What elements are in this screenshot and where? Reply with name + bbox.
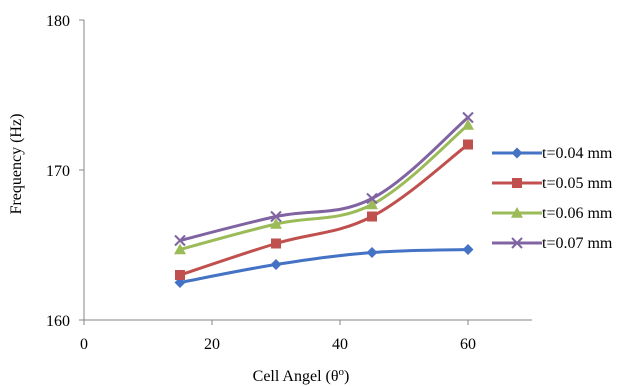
series-3 bbox=[174, 119, 474, 255]
legend-label: t=0.04 mm bbox=[542, 145, 613, 162]
data-point bbox=[270, 259, 282, 270]
series-1 bbox=[174, 244, 474, 288]
y-tick-label: 180 bbox=[46, 13, 70, 30]
legend-label: t=0.06 mm bbox=[542, 205, 613, 222]
axes bbox=[83, 20, 532, 321]
data-point bbox=[270, 218, 282, 229]
data-point bbox=[174, 234, 186, 247]
series-line bbox=[178, 123, 470, 251]
legend-item: t=0.07 mm bbox=[492, 235, 613, 252]
legend-label: t=0.07 mm bbox=[542, 235, 613, 252]
series-line bbox=[178, 143, 470, 277]
legend-marker bbox=[511, 237, 523, 249]
legend-marker bbox=[512, 178, 522, 188]
x-tick-label: 40 bbox=[332, 336, 348, 353]
legend: t=0.04 mm t=0.05 mm t=0.06 mm t=0.07 mm bbox=[492, 145, 613, 252]
series-line bbox=[178, 248, 470, 284]
series-2 bbox=[175, 139, 473, 280]
x-marker-stroke bbox=[511, 237, 523, 249]
x-marker-stroke bbox=[270, 210, 282, 223]
x-tick-label: 60 bbox=[460, 336, 476, 353]
legend-item: t=0.05 mm bbox=[492, 175, 613, 192]
x-axis-title-superscript: o bbox=[339, 366, 345, 378]
data-point bbox=[366, 192, 378, 205]
legend-marker bbox=[511, 207, 523, 218]
y-tick-group: 160 170 180 bbox=[46, 13, 84, 330]
legend-item: t=0.06 mm bbox=[492, 205, 613, 222]
series-group bbox=[174, 111, 474, 288]
data-point bbox=[270, 210, 282, 223]
legend-item: t=0.04 mm bbox=[492, 145, 613, 162]
series-line bbox=[178, 116, 470, 242]
y-tick-label: 160 bbox=[46, 313, 70, 330]
data-point bbox=[174, 243, 186, 255]
y-axis-title: Frequency (Hz) bbox=[8, 114, 25, 215]
data-point bbox=[462, 244, 474, 255]
data-point bbox=[366, 198, 378, 210]
data-point bbox=[463, 139, 473, 150]
x-marker-stroke bbox=[462, 111, 474, 124]
legend-marker bbox=[511, 147, 523, 159]
x-tick-label: 20 bbox=[204, 336, 220, 353]
data-point bbox=[175, 270, 185, 280]
x-axis-title-main: Cell Angel (θ bbox=[253, 368, 339, 385]
data-point bbox=[366, 247, 378, 258]
y-tick-label: 170 bbox=[46, 163, 70, 180]
data-point bbox=[367, 211, 377, 222]
series-4 bbox=[174, 111, 474, 247]
x-tick-label: 0 bbox=[80, 336, 88, 353]
data-point bbox=[462, 119, 474, 130]
x-axis-title-close: ) bbox=[344, 368, 349, 385]
x-axis-title: Cell Angel (θo) bbox=[253, 366, 350, 385]
data-point bbox=[271, 238, 281, 249]
x-tick-group: 0 20 40 60 bbox=[80, 320, 476, 353]
data-point bbox=[462, 111, 474, 124]
x-marker-stroke bbox=[366, 192, 378, 205]
x-marker-stroke bbox=[174, 234, 186, 247]
legend-label: t=0.05 mm bbox=[542, 175, 613, 192]
